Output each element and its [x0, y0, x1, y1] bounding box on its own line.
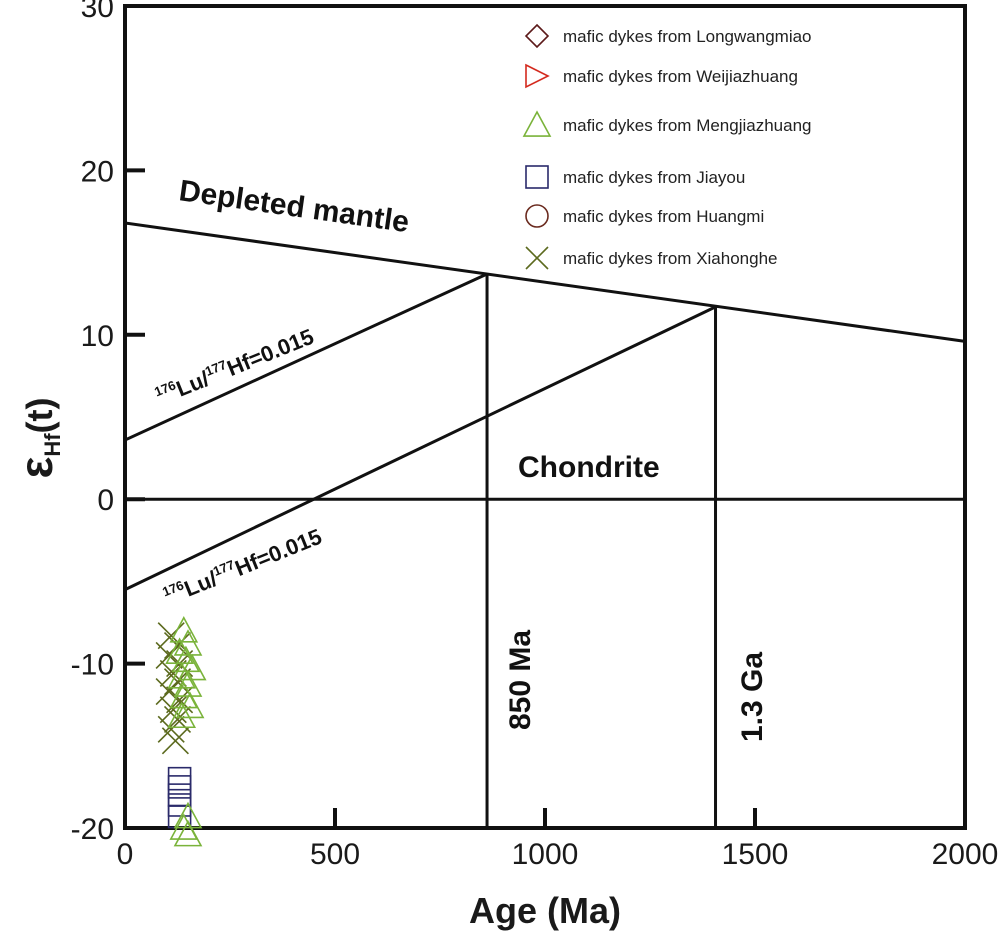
square-marker — [525, 165, 549, 189]
triangle-up-marker — [522, 110, 552, 137]
crustal-evolution-line — [124, 305, 717, 591]
legend-label: mafic dykes from Longwangmiao — [563, 27, 812, 46]
x-marker-stroke — [155, 677, 183, 706]
model-age-850-label: 850 Ma — [504, 630, 537, 730]
diamond-marker — [524, 23, 550, 49]
x-marker-stroke — [525, 246, 549, 270]
x-marker — [157, 715, 185, 743]
y-axis-title: εHf(t) — [10, 397, 65, 478]
depleted-mantle-label: Depleted mantle — [177, 174, 411, 239]
legend-label: mafic dykes from Jiayou — [563, 168, 745, 187]
legend-item: mafic dykes from Longwangmiao — [524, 23, 812, 49]
triangle-up-marker — [167, 701, 197, 729]
x-marker-stroke — [161, 727, 189, 755]
legend-item: mafic dykes from Jiayou — [525, 165, 745, 189]
legend-item: mafic dykes from Huangmi — [525, 204, 764, 228]
triangle-up-marker — [173, 801, 203, 829]
x-tick-label: 0 — [117, 838, 134, 871]
legend-label: mafic dykes from Xiahonghe — [563, 249, 778, 268]
x-marker-stroke — [159, 696, 187, 724]
crustal-evolution-line — [124, 272, 488, 442]
legend: mafic dykes from Longwangmiao mafic dykes… — [522, 23, 812, 270]
x-marker — [161, 727, 189, 755]
legend-item: mafic dykes from Weijiazhuang — [525, 63, 798, 89]
triangle-up-marker — [169, 616, 199, 643]
y-tick-label: 30 — [81, 0, 114, 24]
axis-ticks: 0 500 1000 1500 2000 -20 -10 0 10 20 30 — [71, 0, 999, 871]
plot-frame — [123, 4, 967, 830]
square-marker — [167, 783, 192, 807]
x-marker — [155, 677, 183, 706]
x-marker — [155, 641, 183, 669]
legend-label: mafic dykes from Huangmi — [563, 207, 764, 226]
triangle-up-marker — [165, 637, 194, 664]
legend-label: mafic dykes from Weijiazhuang — [563, 67, 798, 86]
depleted-mantle-line — [124, 221, 966, 343]
x-marker-stroke — [157, 622, 185, 650]
reference-lines — [124, 221, 966, 828]
x-marker — [525, 246, 549, 270]
x-tick-label: 2000 — [932, 838, 999, 871]
y-tick-label: -20 — [71, 813, 114, 846]
legend-label: mafic dykes from Mengjiazhuang — [563, 116, 812, 135]
square-marker — [167, 766, 192, 791]
circle-marker — [525, 204, 549, 228]
legend-item: mafic dykes from Mengjiazhuang — [522, 110, 812, 137]
model-age-1-3ga-label: 1.3 Ga — [736, 652, 769, 742]
y-tick-label: 10 — [81, 320, 114, 353]
x-axis-title: Age (Ma) — [469, 890, 621, 931]
data-points — [155, 616, 207, 847]
x-tick-label: 1500 — [722, 838, 789, 871]
x-marker-stroke — [155, 641, 183, 669]
legend-item: mafic dykes from Xiahonghe — [525, 246, 778, 270]
y-tick-label: 20 — [81, 155, 114, 188]
y-tick-label: 0 — [97, 484, 114, 517]
x-tick-label: 500 — [310, 838, 360, 871]
evolution-line-upper-label: 176Lu/177Hf=0.015 — [152, 323, 317, 410]
triangle-up-marker — [173, 819, 203, 847]
y-tick-label: -10 — [71, 649, 114, 682]
triangle-right-marker — [525, 63, 550, 89]
chondrite-label: Chondrite — [518, 451, 660, 484]
evolution-line-lower-label: 176Lu/177Hf=0.015 — [160, 523, 325, 610]
x-marker-stroke — [157, 715, 185, 743]
x-tick-label: 1000 — [512, 838, 579, 871]
